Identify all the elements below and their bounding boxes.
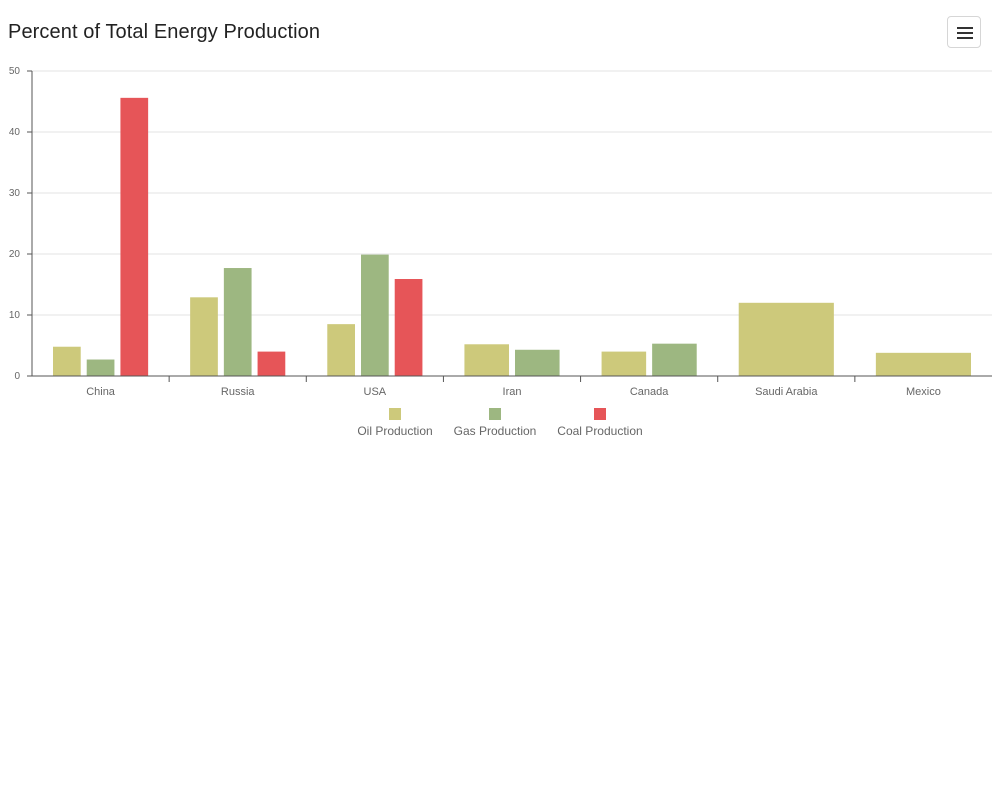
legend-swatch xyxy=(594,408,606,420)
x-tick-label: USA xyxy=(364,386,387,398)
x-tick-label: Canada xyxy=(630,386,669,398)
bar-gas-production-canada[interactable] xyxy=(652,343,697,376)
y-tick-label: 0 xyxy=(14,371,20,382)
legend-item-coal-production[interactable]: Coal Production xyxy=(557,408,643,438)
grid-lines xyxy=(32,70,992,316)
hamburger-menu-icon xyxy=(957,27,973,39)
x-tick-label: Iran xyxy=(503,386,522,398)
bar-oil-production-usa[interactable] xyxy=(327,324,355,376)
bars xyxy=(53,97,971,376)
bar-gas-production-iran[interactable] xyxy=(515,349,560,376)
bar-coal-production-russia[interactable] xyxy=(257,351,286,376)
x-tick-label: China xyxy=(86,386,116,398)
legend-item-gas-production[interactable]: Gas Production xyxy=(454,408,537,438)
legend-swatch xyxy=(389,408,401,420)
legend-label: Oil Production xyxy=(357,424,432,438)
axes: 0 10 20 30 40 50 China Russia USA Iran Canada Saudi… xyxy=(9,66,992,398)
bar-oil-production-iran[interactable] xyxy=(464,344,509,376)
y-tick-label: 40 xyxy=(9,127,21,138)
bar-oil-production-china[interactable] xyxy=(53,346,81,376)
y-tick-label: 20 xyxy=(9,249,21,260)
chart-title: Percent of Total Energy Production xyxy=(8,21,321,43)
bar-coal-production-usa[interactable] xyxy=(394,279,423,376)
bar-gas-production-usa[interactable] xyxy=(361,254,389,376)
bar-oil-production-saudi-arabia[interactable] xyxy=(738,302,834,376)
legend-item-oil-production[interactable]: Oil Production xyxy=(357,408,433,438)
bar-oil-production-russia[interactable] xyxy=(190,297,218,376)
legend-label: Gas Production xyxy=(454,424,537,438)
chart-menu-button[interactable] xyxy=(947,16,981,48)
x-tick-label: Russia xyxy=(221,386,256,398)
bar-oil-production-canada[interactable] xyxy=(601,351,647,376)
bar-gas-production-china[interactable] xyxy=(86,359,115,376)
x-tick-label: Mexico xyxy=(906,386,941,398)
legend-swatch xyxy=(489,408,501,420)
x-tick-label: Saudi Arabia xyxy=(755,386,818,398)
y-tick-label: 30 xyxy=(9,188,21,199)
y-tick-label: 50 xyxy=(9,66,21,77)
y-tick-label: 10 xyxy=(9,310,21,321)
legend: Oil Production Gas Production Coal Product… xyxy=(357,408,643,438)
bar-gas-production-russia[interactable] xyxy=(223,268,252,376)
legend-label: Coal Production xyxy=(557,424,642,438)
bar-coal-production-china[interactable] xyxy=(120,97,149,376)
bar-chart: 0 10 20 30 40 50 China Russia USA Iran Canada Saudi… xyxy=(9,66,992,438)
bar-oil-production-mexico[interactable] xyxy=(875,352,971,376)
